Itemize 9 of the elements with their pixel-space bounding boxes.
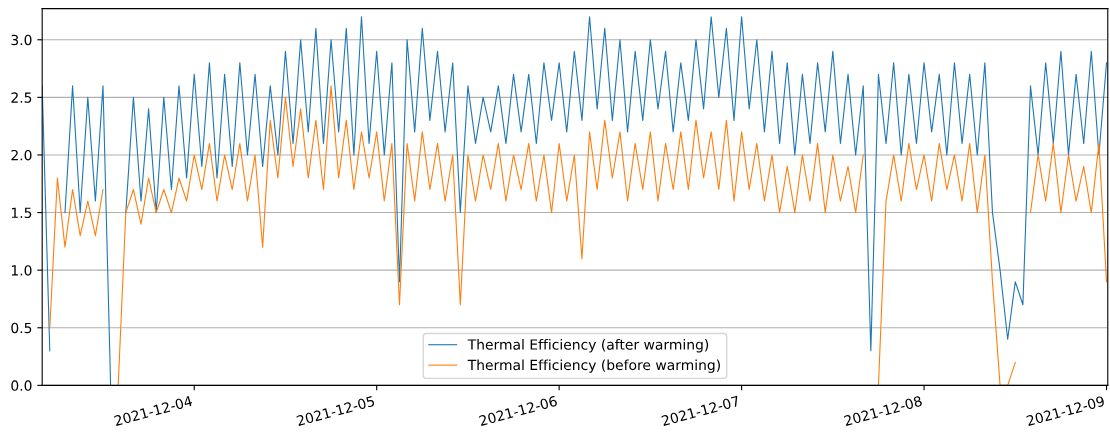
y-tick-label: 1.5 (11, 207, 32, 219)
legend-label: Thermal Efficiency (after warming) (467, 339, 709, 353)
y-tick-label: 2.5 (11, 92, 32, 103)
y-tick-label: 0.5 (11, 322, 32, 334)
y-tick-label: 2.0 (11, 149, 32, 161)
y-tick-label: 0.0 (11, 380, 32, 391)
y-tick-label: 3.0 (11, 34, 32, 46)
legend-label: Thermal Efficiency (before warming) (467, 359, 720, 373)
y-tick-label: 1.0 (11, 265, 32, 276)
